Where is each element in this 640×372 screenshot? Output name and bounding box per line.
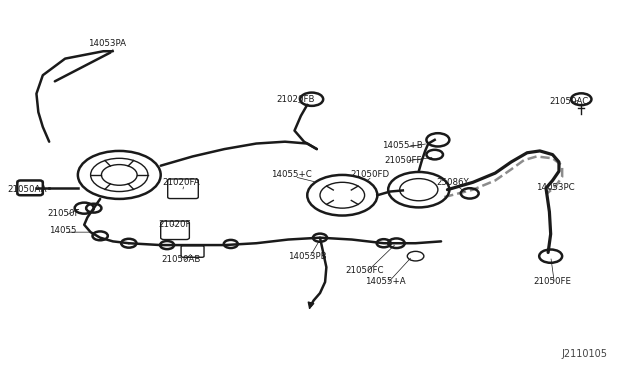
Text: J2110105: J2110105 (561, 349, 607, 359)
Text: 14055+B: 14055+B (383, 141, 423, 150)
Text: 21050FF: 21050FF (384, 155, 422, 165)
Text: 14055+A: 14055+A (365, 278, 405, 286)
Text: 21020FA: 21020FA (163, 178, 200, 187)
Text: 21050FE: 21050FE (534, 278, 572, 286)
Text: 14053PB: 14053PB (288, 251, 326, 261)
Text: 21050AC: 21050AC (549, 97, 588, 106)
Text: 14055+C: 14055+C (271, 170, 312, 179)
Text: 21020FB: 21020FB (276, 95, 315, 104)
Text: 21050AA: 21050AA (7, 185, 47, 194)
Text: 21050FD: 21050FD (350, 170, 389, 179)
Text: 21050FC: 21050FC (346, 266, 384, 275)
Text: 21050F: 21050F (47, 209, 79, 218)
Text: 14053PC: 14053PC (536, 183, 575, 192)
Text: 21020F: 21020F (159, 220, 191, 229)
Text: 25086Y: 25086Y (436, 178, 469, 187)
Text: 21050AB: 21050AB (161, 255, 201, 264)
Text: 14053PA: 14053PA (88, 39, 125, 48)
Text: 14055: 14055 (49, 226, 77, 235)
